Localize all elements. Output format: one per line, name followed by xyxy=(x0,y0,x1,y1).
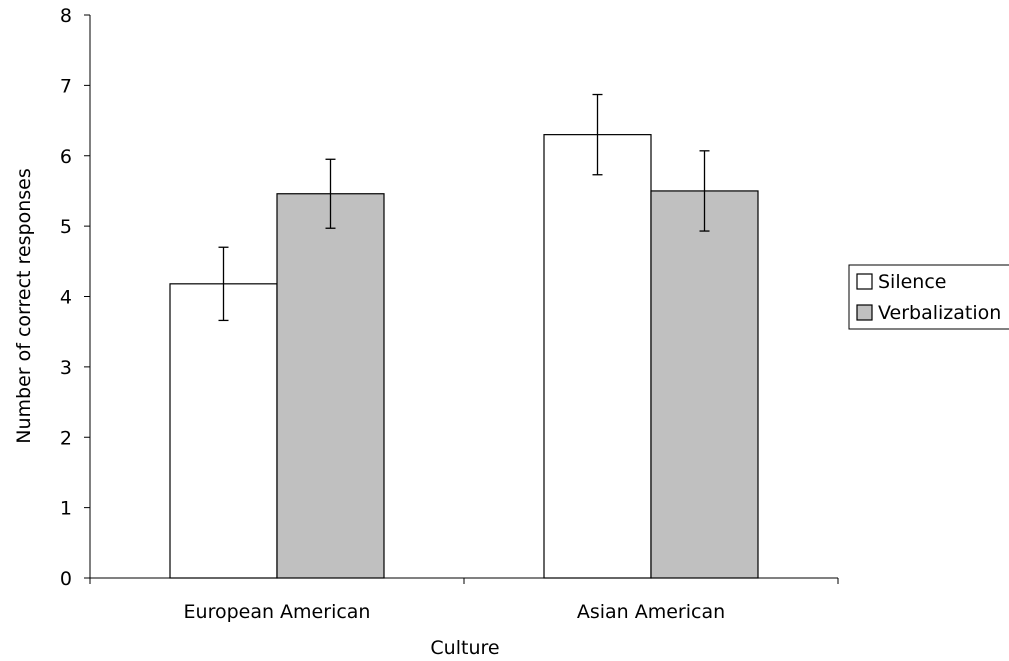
y-tick-label: 7 xyxy=(60,75,72,97)
y-tick-label: 3 xyxy=(60,357,72,379)
legend-label-silence: Silence xyxy=(878,271,947,293)
error-bar-verbalization-0 xyxy=(325,158,336,229)
legend-box xyxy=(848,264,1009,330)
y-tick-labels: 0 1 2 3 4 5 6 7 8 xyxy=(60,5,72,590)
legend-swatch-verbalization xyxy=(856,304,873,321)
x-category-label: Asian American xyxy=(577,601,725,623)
legend-label-verbalization: Verbalization xyxy=(878,302,1001,324)
legend: Silence Verbalization xyxy=(848,264,1009,330)
y-tick-label: 5 xyxy=(60,216,72,238)
error-bar-silence-0 xyxy=(218,246,229,322)
y-tick-label: 2 xyxy=(60,427,72,449)
bar-verbalization-0 xyxy=(276,193,385,579)
bar-silence-1 xyxy=(543,134,652,579)
bars-layer xyxy=(169,134,759,579)
y-tick-label: 6 xyxy=(60,146,72,168)
error-bar-silence-1 xyxy=(592,93,603,176)
y-tick-label: 4 xyxy=(60,287,72,309)
error-bars-layer xyxy=(218,93,710,322)
bar-silence-0 xyxy=(169,283,278,579)
legend-swatch-silence xyxy=(856,273,873,290)
y-tick-label: 1 xyxy=(60,498,72,520)
error-bar-verbalization-1 xyxy=(699,150,710,232)
bar-verbalization-1 xyxy=(650,190,759,579)
axes-layer xyxy=(84,14,839,584)
y-tick-label: 0 xyxy=(60,568,72,590)
x-category-label: European American xyxy=(184,601,371,623)
y-axis-title: Number of correct responses xyxy=(13,168,35,443)
x-category-labels: European American Asian American xyxy=(184,601,726,623)
y-tick-label: 8 xyxy=(60,5,72,27)
x-axis-title: Culture xyxy=(430,637,499,657)
